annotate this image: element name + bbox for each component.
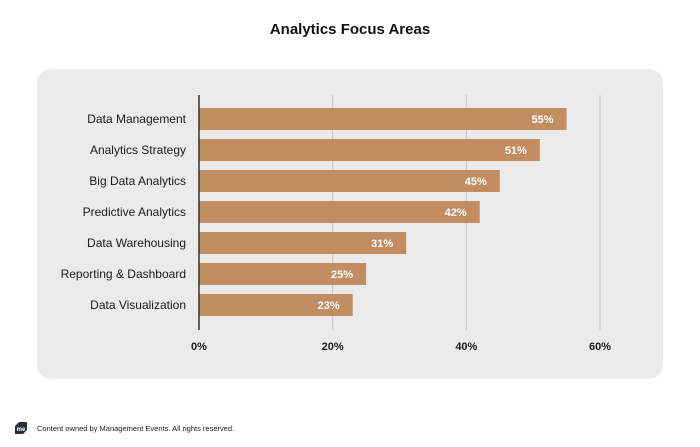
data-label: 42% [445,207,467,219]
footer: me Content owned by Management Events. A… [14,421,234,435]
category-label: Analytics Strategy [90,143,186,157]
data-label: 23% [318,300,340,312]
category-label: Reporting & Dashboard [61,267,186,281]
category-label: Predictive Analytics [83,205,186,219]
bar [199,201,480,223]
management-events-logo-icon: me [15,422,27,434]
bar [199,108,567,130]
copyright-text: Content owned by Management Events. All … [37,423,235,433]
category-label: Data Management [87,112,186,126]
category-label: Data Warehousing [87,236,186,250]
bar [199,232,407,254]
x-tick-label: 60% [589,341,611,353]
x-tick-label: 0% [191,341,207,353]
category-label: Big Data Analytics [89,174,186,188]
bar [199,170,500,192]
bar [199,294,353,316]
data-label: 45% [465,176,487,188]
data-label: 31% [371,238,393,250]
data-label: 25% [331,269,353,281]
x-tick-label: 20% [322,341,344,353]
bar [199,139,540,161]
data-label: 55% [532,114,554,126]
svg-text:me: me [17,427,26,433]
data-label: 51% [505,145,527,157]
bar [199,263,367,285]
category-label: Data Visualization [90,298,186,312]
x-tick-label: 40% [455,341,477,353]
chart-title: Analytics Focus Areas [269,21,431,38]
